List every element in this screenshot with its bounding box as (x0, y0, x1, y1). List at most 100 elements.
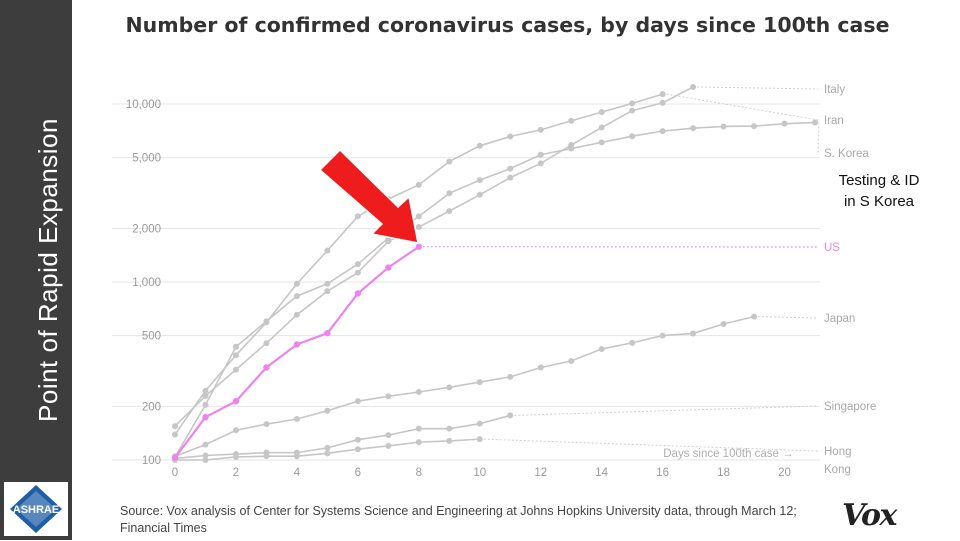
x-tick-label: 6 (355, 467, 361, 479)
data-point (507, 166, 513, 172)
data-point (629, 340, 635, 346)
data-point (294, 416, 300, 422)
data-point (263, 453, 269, 459)
x-tick-label: 10 (473, 467, 486, 479)
data-point (629, 108, 635, 114)
data-point (446, 159, 452, 165)
data-point (263, 421, 269, 427)
data-point (416, 244, 422, 250)
data-point (629, 133, 635, 139)
x-tick-label: 0 (172, 467, 178, 479)
data-point (477, 143, 483, 149)
data-point (355, 213, 361, 219)
x-tick-label: 8 (416, 467, 422, 479)
data-point (538, 152, 544, 158)
series-label: US (824, 242, 840, 254)
data-point (477, 436, 483, 442)
data-point (324, 450, 330, 456)
data-point (782, 121, 788, 127)
data-point (172, 423, 178, 429)
data-point (355, 270, 361, 276)
data-point (324, 248, 330, 254)
series-line (175, 317, 754, 457)
data-point (202, 402, 208, 408)
data-point (233, 454, 239, 460)
x-tick-label: 4 (294, 467, 301, 479)
data-point (202, 388, 208, 394)
data-point (172, 455, 178, 461)
data-point (324, 445, 330, 451)
data-point (660, 91, 666, 97)
series-label: Singapore (824, 401, 876, 413)
data-point (263, 364, 269, 370)
data-point (446, 384, 452, 390)
series-label: Iran (824, 115, 844, 127)
data-point (538, 364, 544, 370)
data-point (599, 109, 605, 115)
data-point (416, 182, 422, 188)
data-point (324, 408, 330, 414)
data-point (538, 160, 544, 166)
data-point (294, 293, 300, 299)
series-line (175, 247, 419, 458)
y-tick-label: 10,000 (126, 99, 161, 111)
data-point (416, 426, 422, 432)
data-point (568, 118, 574, 124)
data-point (477, 379, 483, 385)
data-point (568, 146, 574, 152)
data-point (202, 414, 208, 420)
data-point (355, 446, 361, 452)
data-point (172, 432, 178, 438)
series-line (175, 87, 693, 426)
data-point (660, 128, 666, 134)
data-point (294, 341, 300, 347)
data-point (599, 125, 605, 131)
data-point (599, 346, 605, 352)
data-point (477, 421, 483, 427)
series-leader-line (484, 439, 818, 451)
data-point (385, 264, 391, 270)
x-tick-label: 20 (778, 467, 791, 479)
data-point (568, 358, 574, 364)
data-point (233, 367, 239, 373)
data-point (233, 427, 239, 433)
series-leader-line (667, 94, 818, 120)
data-point (294, 312, 300, 318)
data-point (355, 261, 361, 267)
data-point (660, 100, 666, 106)
y-tick-label: 1,000 (132, 277, 161, 289)
data-point (690, 84, 696, 90)
data-point (507, 175, 513, 181)
data-point (446, 438, 452, 444)
data-point (324, 330, 330, 336)
data-point (416, 213, 422, 219)
series-leader-line (697, 87, 818, 89)
y-tick-label: 5,000 (132, 153, 161, 165)
x-tick-label: 18 (717, 467, 730, 479)
x-tick-label: 12 (534, 467, 547, 479)
data-point (538, 127, 544, 133)
data-point (751, 314, 757, 320)
data-point (385, 443, 391, 449)
x-tick-label: 14 (595, 467, 608, 479)
y-tick-label: 100 (142, 455, 161, 467)
data-point (660, 333, 666, 339)
x-tick-label: 2 (233, 467, 239, 479)
series-label: Italy (824, 84, 845, 96)
data-point (477, 192, 483, 198)
data-point (721, 321, 727, 327)
data-point (721, 123, 727, 129)
data-point (385, 393, 391, 399)
data-point (416, 439, 422, 445)
series-label: Japan (824, 313, 855, 325)
y-tick-label: 500 (142, 331, 161, 343)
x-tick-label: 16 (656, 467, 669, 479)
data-point (477, 177, 483, 183)
series-label-cont: Kong (824, 464, 851, 476)
data-point (446, 426, 452, 432)
x-axis-label: Days since 100th case → (663, 448, 793, 460)
series-label: Hong (824, 446, 852, 458)
data-point (507, 412, 513, 418)
data-point (202, 457, 208, 463)
